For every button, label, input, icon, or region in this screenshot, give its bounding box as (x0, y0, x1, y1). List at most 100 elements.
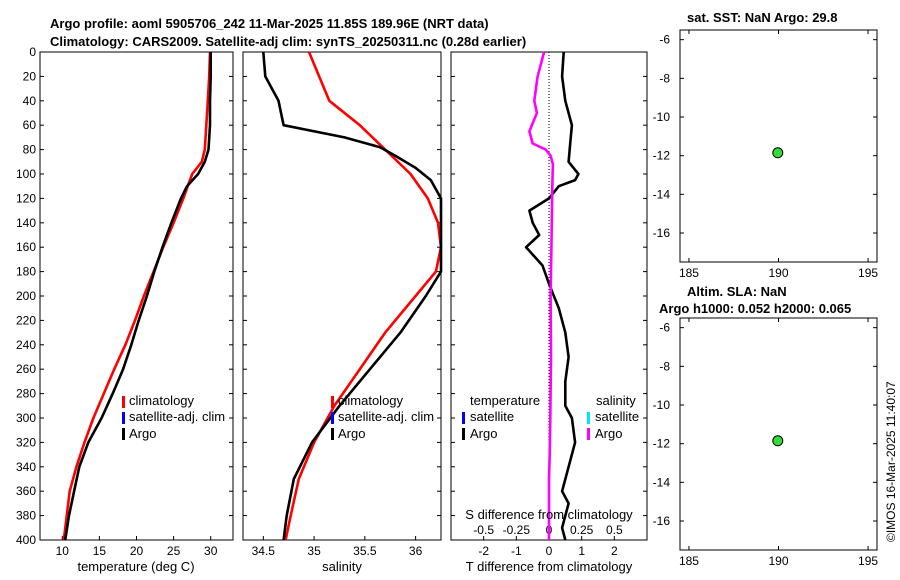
temp-legend: climatology satellite-adj. clim Argo (122, 393, 225, 441)
temp-frame (39, 51, 234, 541)
legend-swatch-t-satellite (462, 412, 465, 424)
legend-swatch-climatology (331, 396, 334, 408)
sla-ytick-label: -16 (653, 514, 671, 528)
temp-ytick-label: 120 (16, 191, 36, 205)
legend-label-s-satellite: satellite (595, 409, 639, 424)
sla-argo-location-point (772, 435, 784, 447)
legend-swatch-argo (122, 428, 125, 440)
legend-label-s-argo: Argo (595, 426, 622, 441)
temp-xtick-label: 10 (56, 544, 70, 558)
sla-ytick-label: -12 (653, 437, 671, 451)
sal-xtick-label: 34.5 (252, 544, 276, 558)
temp-ytick-label: 180 (16, 265, 36, 279)
sst-ytick-label: -6 (659, 33, 670, 47)
legend-label-argo: Argo (129, 426, 156, 441)
legend-label-satellite: satellite-adj. clim (338, 409, 434, 424)
temp-ytick-label: 280 (16, 387, 36, 401)
temp-ytick-label: 360 (16, 484, 36, 498)
sal-series-argo (262, 51, 443, 541)
diff-xtick-label: 1 (578, 544, 585, 558)
legend-label-climatology: climatology (129, 393, 195, 408)
sal-xtick-label: 35.5 (353, 544, 377, 558)
sal-xtick-label: 36 (409, 544, 423, 558)
sla-title: Altim. SLA: NaN (687, 284, 787, 299)
temp-ytick-label: 220 (16, 313, 36, 327)
sst-xtick-label: 185 (679, 266, 699, 280)
diff-series-s-argo (528, 51, 555, 540)
legend-swatch-satellite (122, 412, 125, 424)
temp-series-argo (63, 52, 212, 541)
diff-legend: temperature satellite Argo salinity sate… (462, 393, 639, 441)
temp-xtick-label: 20 (130, 544, 144, 558)
sst-map-panel: -6 -8 -10 -12 -14 -16 185 190 195 (653, 29, 878, 280)
salinity-panel: 34.5 35 35.5 36 (242, 51, 443, 558)
sla-xtick-label: 195 (858, 554, 878, 568)
temp-ytick-label: 100 (16, 167, 36, 181)
temp-xtick-label: 30 (204, 544, 218, 558)
temp-ytick-label: 40 (23, 94, 37, 108)
temp-ytick-label: 380 (16, 509, 36, 523)
sla-frame (679, 317, 878, 551)
temperature-panel: 0 20 40 60 80 100 120 140 160 180 200 220 240 260 280 3… (16, 45, 234, 558)
legend-swatch-satellite (331, 412, 334, 424)
temp-ytick-label: 340 (16, 460, 36, 474)
difference-panel: -2 -1 0 1 2-0.5 -0.25 0 0.25 0.5 (450, 51, 648, 558)
imos-watermark: ©IMOS 16-Mar-2025 11:40:07 (884, 381, 898, 542)
sst-ytick-label: -14 (653, 187, 671, 201)
temp-xtick-label: 25 (167, 544, 181, 558)
sla-title-2: Argo h1000: 0.052 h2000: 0.065 (659, 301, 851, 316)
legend-swatch-s-satellite (587, 412, 590, 424)
diff-top-xtick-label: -0.5 (473, 523, 494, 537)
temp-ytick-label: 20 (23, 69, 37, 83)
temp-ytick-label: 200 (16, 289, 36, 303)
legend-title-temperature: temperature (470, 393, 540, 408)
sla-ytick-label: -6 (659, 321, 670, 335)
header-line-2: Climatology: CARS2009. Satellite-adj cli… (50, 34, 526, 49)
sal-legend: climatology satellite-adj. clim Argo (331, 393, 434, 441)
diff-xlabel: T difference from climatology (466, 559, 633, 574)
sla-xtick-label: 185 (679, 554, 699, 568)
sst-ytick-label: -8 (659, 71, 670, 85)
diff-top-xtick-label: 0.5 (606, 523, 623, 537)
sal-frame (242, 51, 442, 541)
legend-label-satellite: satellite-adj. clim (129, 409, 225, 424)
temp-xlabel: temperature (deg C) (77, 559, 194, 574)
legend-swatch-t-argo (462, 428, 465, 440)
legend-swatch-climatology (122, 396, 125, 408)
sst-ytick-label: -10 (653, 110, 671, 124)
sst-title: sat. SST: NaN Argo: 29.8 (687, 10, 838, 25)
diff-xtick-label: -1 (511, 544, 522, 558)
legend-label-argo: Argo (338, 426, 365, 441)
temp-ytick-label: 320 (16, 435, 36, 449)
diff-top-xtick-label: -0.25 (503, 523, 531, 537)
sla-ytick-label: -14 (653, 475, 671, 489)
temp-ytick-label: 300 (16, 411, 36, 425)
sla-xtick-label: 190 (768, 554, 788, 568)
diff-series-t-argo (524, 51, 580, 541)
temp-ytick-label: 260 (16, 362, 36, 376)
sla-map-panel: -6 -8 -10 -12 -14 -16 185 190 195 (653, 317, 878, 568)
sst-xtick-label: 195 (858, 266, 878, 280)
legend-swatch-argo (331, 428, 334, 440)
diff-xtick-label: 0 (546, 544, 553, 558)
temp-ytick-label: 60 (23, 118, 37, 132)
temp-ytick-label: 400 (16, 533, 36, 547)
sla-ytick-label: -8 (659, 359, 670, 373)
legend-label-t-argo: Argo (470, 426, 497, 441)
sst-argo-location-point (772, 147, 784, 159)
sal-series-climatology (284, 51, 443, 541)
legend-label-t-satellite: satellite (470, 409, 514, 424)
sst-ytick-label: -16 (653, 226, 671, 240)
temp-ytick-label: 240 (16, 338, 36, 352)
sal-xtick-label: 35 (307, 544, 321, 558)
header-line-1: Argo profile: aoml 5905706_242 11-Mar-20… (50, 16, 489, 31)
legend-label-climatology: climatology (338, 393, 404, 408)
diff-xtick-label: -2 (478, 544, 489, 558)
sla-ytick-label: -10 (653, 398, 671, 412)
diff-xtick-label: 2 (611, 544, 618, 558)
legend-title-salinity: salinity (596, 393, 636, 408)
sst-xtick-label: 190 (768, 266, 788, 280)
temp-ytick-label: 0 (29, 45, 36, 59)
legend-swatch-s-argo (587, 428, 590, 440)
